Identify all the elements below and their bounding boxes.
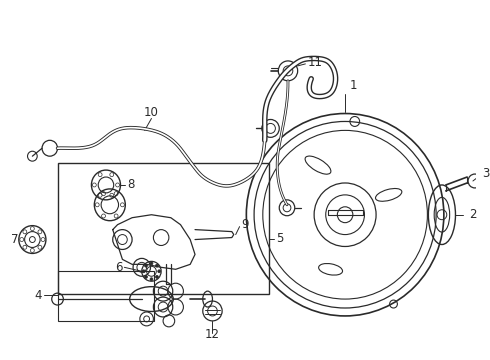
Circle shape — [142, 270, 145, 273]
Polygon shape — [195, 230, 234, 239]
Text: 5: 5 — [276, 232, 284, 245]
Text: 6: 6 — [115, 261, 122, 274]
Text: 7: 7 — [11, 233, 19, 246]
Text: 3: 3 — [483, 167, 490, 180]
Circle shape — [150, 262, 153, 265]
Text: 2: 2 — [469, 208, 477, 221]
Text: 11: 11 — [307, 57, 322, 69]
Circle shape — [158, 270, 161, 273]
Text: 4: 4 — [35, 289, 42, 302]
Circle shape — [145, 264, 147, 267]
Bar — [57, 163, 269, 294]
Text: 12: 12 — [205, 328, 220, 341]
Circle shape — [155, 275, 158, 278]
Circle shape — [145, 275, 147, 278]
Text: 9: 9 — [242, 218, 249, 231]
Text: 10: 10 — [144, 106, 159, 119]
Text: 8: 8 — [127, 179, 135, 192]
Circle shape — [155, 264, 158, 267]
Text: 1: 1 — [350, 79, 357, 92]
Bar — [57, 271, 154, 321]
Circle shape — [150, 278, 153, 281]
